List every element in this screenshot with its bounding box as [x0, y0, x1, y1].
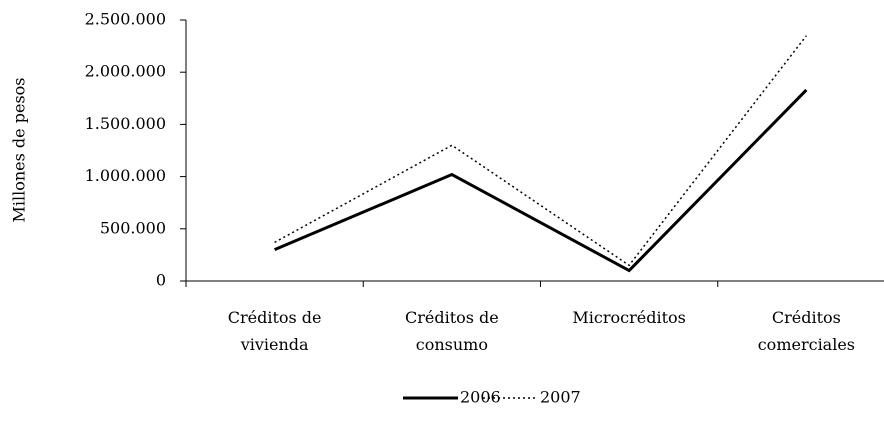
x-tick-label: Créditos de consumo	[404, 308, 499, 354]
x-tick-label: Créditos comerciales	[757, 308, 856, 354]
x-tick-label: Microcréditos	[572, 308, 686, 327]
legend-label: 2007	[540, 388, 581, 407]
y-tick-label: 1.500.000	[85, 114, 166, 133]
y-tick-label: 2.500.000	[85, 10, 166, 29]
legend-label: 2006	[460, 388, 501, 407]
series-line	[274, 35, 807, 267]
y-axis-label: Millones de pesos	[10, 78, 29, 223]
y-tick-label: 0	[156, 271, 166, 290]
y-tick-label: 500.000	[100, 218, 166, 237]
y-tick-label: 2.000.000	[85, 62, 166, 81]
series-line	[274, 88, 808, 273]
x-tick-label: Créditos de vivienda	[227, 308, 322, 354]
y-tick-label: 1.000.000	[85, 166, 166, 185]
